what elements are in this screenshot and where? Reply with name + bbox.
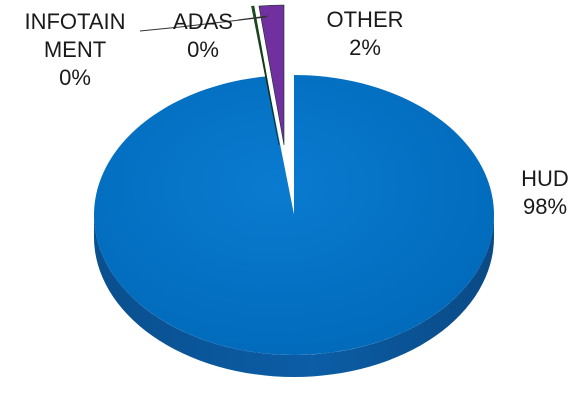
label-adas-name-0: ADAS xyxy=(173,9,233,34)
slice-side-hud xyxy=(94,215,494,377)
leader-line-adas xyxy=(237,15,269,21)
slice-hud xyxy=(93,75,495,355)
label-other-name-0: OTHER xyxy=(327,7,404,32)
label-adas-value: 0% xyxy=(187,37,219,62)
label-infotainment-value: 0% xyxy=(59,65,91,90)
leader-line-infotainment xyxy=(139,16,267,32)
label-infotainment-name-0: INFOTAIN xyxy=(24,9,125,34)
label-infotainment-name-1: MENT xyxy=(44,37,106,62)
slice-labels: HUD 98% INFOTAIN MENT 0% ADAS 0% OTHER 2% xyxy=(24,7,568,219)
slice-other xyxy=(258,4,285,146)
pie-body xyxy=(93,4,495,377)
slice-adas xyxy=(252,5,280,146)
leader-lines xyxy=(139,15,269,32)
label-hud-value: 98% xyxy=(523,194,567,219)
label-hud-name-0: HUD xyxy=(521,166,569,191)
label-other-value: 2% xyxy=(349,35,381,60)
